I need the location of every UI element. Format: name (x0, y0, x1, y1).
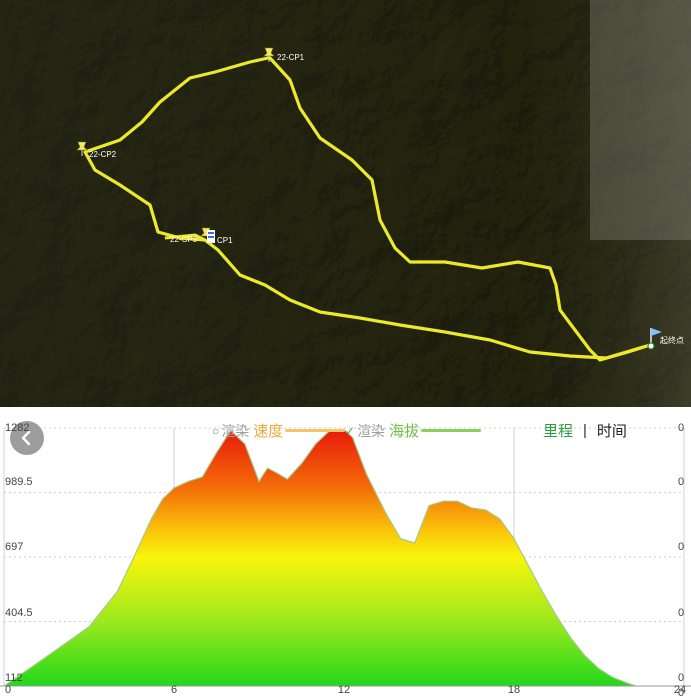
y-right-tick-label: 0 (678, 541, 685, 553)
check-circle-icon: ✓ (345, 423, 356, 438)
y-tick-label: 404.5 (5, 607, 33, 619)
pushpin-icon (263, 47, 275, 62)
waypoint-checkpoint-flag[interactable]: CP1 (207, 230, 233, 245)
waypoint-label: 22-CP1 (277, 53, 305, 62)
y-right-tick-label: 0 (678, 476, 685, 488)
map-canvas[interactable]: 22-CP1 22-CP2 22-CP3 (0, 0, 691, 407)
y-tick-label: 1282 (5, 422, 30, 434)
legend-series-name: 海拔 (389, 423, 420, 440)
waypoint-label: 起终点 (660, 335, 684, 345)
gps-track-branch (164, 233, 206, 242)
y-right-tick-label: 0 (678, 687, 685, 699)
waypoint-label: 22-CP2 (89, 150, 117, 159)
back-button[interactable] (10, 421, 44, 455)
elevation-chart[interactable] (0, 409, 691, 700)
gps-track[interactable] (83, 56, 652, 362)
waypoint-cp1-top[interactable]: 22-CP1 (263, 47, 305, 62)
y-tick-label: 697 (5, 541, 24, 553)
waypoint-label: CP1 (217, 236, 233, 245)
elevation-area (4, 429, 636, 686)
toggle-time[interactable]: 时间 (596, 423, 627, 440)
y-right-tick-label: 0 (678, 607, 685, 619)
x-tick-label: 24 (673, 684, 687, 696)
waypoint-cp2-left[interactable]: 22-CP2 (76, 141, 117, 159)
y-right-tick-label: 0 (678, 422, 685, 434)
chevron-left-icon (21, 430, 31, 446)
toggle-distance[interactable]: 里程 (543, 423, 574, 440)
legend-speed[interactable]: ○ 渲染 速度 (212, 420, 346, 441)
legend-render-label: 渲染 (221, 422, 250, 439)
legend-render-label: 渲染 (357, 422, 386, 439)
pushpin-icon (76, 141, 88, 156)
waypoint-start-end[interactable]: 起终点 (647, 328, 684, 350)
y-tick-label: 112 (5, 672, 23, 684)
y-right-tick-label: 0 (678, 672, 685, 684)
x-tick-label: 18 (507, 684, 521, 696)
legend-series-name: 速度 (253, 423, 284, 440)
satellite-map[interactable]: 22-CP1 22-CP2 22-CP3 (0, 0, 691, 407)
legend-swatch (421, 429, 482, 432)
elevation-chart-panel: ○ 渲染 速度 ✓ 渲染 海拔 里程 | 时间 1282 989.5 697 4… (0, 409, 691, 700)
axis-mode-toggle: 里程 | 时间 (543, 420, 627, 441)
flag-icon (647, 328, 662, 350)
waypoint-label: 22-CP3 (170, 235, 198, 244)
x-tick-label: 12 (337, 684, 351, 696)
toggle-divider: | (583, 422, 587, 439)
x-tick-label: 6 (170, 684, 178, 696)
flag-icon (207, 230, 215, 243)
y-tick-label: 989.5 (5, 476, 33, 488)
legend-altitude[interactable]: ✓ 渲染 海拔 (345, 420, 482, 441)
x-tick-label: 0 (4, 684, 12, 696)
legend-swatch (285, 429, 346, 432)
unchecked-circle-icon: ○ (212, 423, 220, 438)
town-area (590, 0, 691, 240)
